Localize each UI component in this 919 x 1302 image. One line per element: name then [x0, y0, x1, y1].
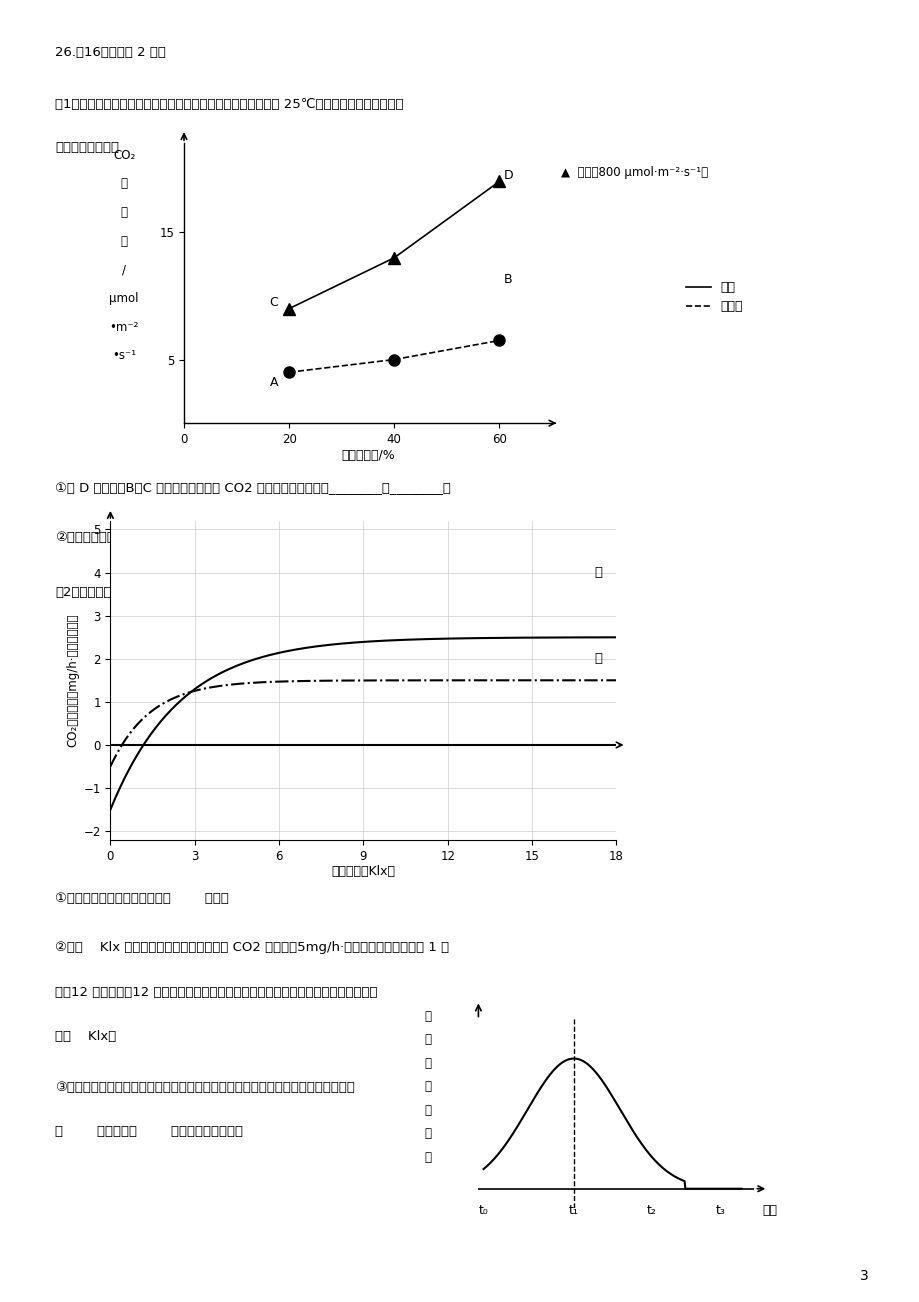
Text: •m⁻²: •m⁻² — [109, 320, 139, 333]
Text: C: C — [269, 296, 278, 309]
X-axis label: 土壤含水量/%: 土壤含水量/% — [341, 449, 394, 462]
Text: （2）下图表示甲、乙两种植物的光合速度与光照强度的关系。: （2）下图表示甲、乙两种植物的光合速度与光照强度的关系。 — [55, 586, 279, 599]
Text: 甲: 甲 — [594, 566, 601, 579]
Text: 乙: 乙 — [594, 652, 601, 665]
Text: μmol: μmol — [109, 292, 139, 305]
Text: ②图示实验结果表明，土壤含水量在________（范围）的条件下施肥效果明显。: ②图示实验结果表明，土壤含水量在________（范围）的条件下施肥效果明显。 — [55, 531, 359, 544]
Text: ①光照强度直接影响光合作用的        阶段。: ①光照强度直接影响光合作用的 阶段。 — [55, 892, 229, 905]
Y-axis label: CO₂吸收速度（mg/h·单位叶面积）: CO₂吸收速度（mg/h·单位叶面积） — [66, 613, 79, 747]
Text: 群: 群 — [424, 1034, 431, 1047]
Text: A: A — [269, 376, 278, 389]
Text: 率: 率 — [424, 1151, 431, 1164]
Text: t₁: t₁ — [568, 1204, 578, 1217]
Text: 内（12 小时白天，12 小时黑夜），要使有机物积累量为正值，白天平均光照强度必须: 内（12 小时白天，12 小时黑夜），要使有机物积累量为正值，白天平均光照强度必… — [55, 986, 378, 999]
Text: 图所示。请回答：: 图所示。请回答： — [55, 141, 119, 154]
Text: CO₂: CO₂ — [113, 148, 135, 161]
Text: /: / — [122, 263, 126, 276]
Text: 增: 增 — [424, 1104, 431, 1117]
Text: 量: 量 — [120, 234, 128, 247]
Text: B: B — [503, 273, 512, 286]
Text: （1）为探究影响光合作用强度的因素，将同一品种玉米苗置于 25℃条件下培养，实验结果如: （1）为探究影响光合作用强度的因素，将同一品种玉米苗置于 25℃条件下培养，实验… — [55, 98, 403, 111]
Text: ①与 D 点相比，B、C 点条件下限制玉米 CO2 吸收量的因素分别是________、________。: ①与 D 点相比，B、C 点条件下限制玉米 CO2 吸收量的因素分别是_____… — [55, 482, 450, 495]
Text: 大于    Klx。: 大于 Klx。 — [55, 1030, 117, 1043]
Text: 26.（16分，每空 2 分）: 26.（16分，每空 2 分） — [55, 46, 166, 59]
Text: 种: 种 — [424, 1010, 431, 1023]
Text: 时间: 时间 — [761, 1204, 777, 1217]
Text: 呈        型增长，在        点其种群数量最多。: 呈 型增长，在 点其种群数量最多。 — [55, 1125, 243, 1138]
X-axis label: 光照强度（Klx）: 光照强度（Klx） — [331, 866, 395, 879]
Text: t₃: t₃ — [715, 1204, 725, 1217]
Text: 长: 长 — [424, 1128, 431, 1141]
Text: D: D — [503, 169, 513, 181]
Text: 吸: 吸 — [120, 177, 128, 190]
Text: t₂: t₂ — [645, 1204, 655, 1217]
Text: 3: 3 — [859, 1269, 868, 1284]
Text: ③甲种植物迁入一生态系统后，种群数量增长率随时间变化如下图，则甲种植物数量: ③甲种植物迁入一生态系统后，种群数量增长率随时间变化如下图，则甲种植物数量 — [55, 1081, 355, 1094]
Text: ▲  光强（800 μmol·m⁻²·s⁻¹）: ▲ 光强（800 μmol·m⁻²·s⁻¹） — [561, 165, 708, 178]
Legend: 施肥, 未施肥: 施肥, 未施肥 — [680, 276, 747, 318]
Text: 数: 数 — [424, 1057, 431, 1070]
Text: •s⁻¹: •s⁻¹ — [112, 349, 136, 362]
Text: t₀: t₀ — [478, 1204, 488, 1217]
Text: 量: 量 — [424, 1081, 431, 1094]
Text: ②当在    Klx 光照强度条件下，甲植物固定 CO2 的速度为5mg/h·单位叶面积。乙植物在 1 天: ②当在 Klx 光照强度条件下，甲植物固定 CO2 的速度为5mg/h·单位叶面… — [55, 941, 448, 954]
Text: 收: 收 — [120, 206, 128, 219]
